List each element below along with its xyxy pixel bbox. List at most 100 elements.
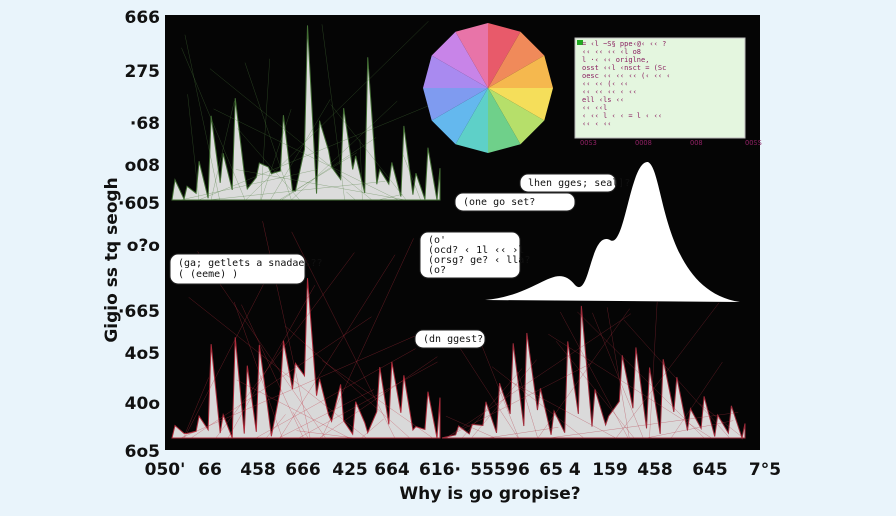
y-label: o08 <box>125 156 160 176</box>
code-line: oesc ‹‹ ‹‹ ‹‹ (‹ ‹‹ ‹ <box>582 72 671 80</box>
code-bubble-line: (o' <box>428 235 446 246</box>
mesh-line <box>445 415 496 439</box>
code-line: ‹‹ ‹‹ (‹ ‹‹ <box>582 80 628 88</box>
mesh-line <box>279 152 357 201</box>
smooth-peak <box>485 161 740 302</box>
mesh-line <box>649 301 658 439</box>
mesh-line <box>445 313 632 439</box>
code-line: ell ‹ls ‹‹ <box>582 96 624 104</box>
x-label: 616· <box>419 460 461 480</box>
code-footer: OOO8 <box>635 139 652 147</box>
mesh-line <box>537 308 630 439</box>
mesh-line <box>646 420 734 439</box>
bubble-sub: ( (eeme) ) <box>178 269 238 280</box>
speech-bubbles: (one go set? lhen gges; seal]? (ga; getlet… <box>169 173 630 349</box>
spike-area <box>171 25 441 201</box>
mesh-line <box>190 316 372 439</box>
mesh-line <box>359 138 363 201</box>
spike-area <box>171 278 441 439</box>
mesh-line <box>233 301 283 439</box>
y-label: ·665 <box>118 302 160 322</box>
code-line: l ·‹ ‹‹ origlne, <box>582 56 649 64</box>
mesh-line <box>241 304 304 439</box>
bubble-text: (ga; getlets a snadaes?? <box>178 258 323 269</box>
wheel-slice <box>455 88 488 153</box>
code-bubble-line: (o? <box>428 265 446 276</box>
mesh-line <box>471 359 537 439</box>
mesh-line <box>460 348 519 439</box>
mesh-line <box>699 403 744 439</box>
mesh-line <box>237 128 300 201</box>
mesh-line <box>606 307 630 439</box>
mesh-line <box>278 389 375 439</box>
bubble-text: lhen gges; seal]? <box>528 178 630 189</box>
code-line: ‹ ‹‹ l ‹ ‹ = l ‹ ‹‹ <box>582 112 662 120</box>
mesh-line <box>346 191 356 201</box>
mesh-line <box>330 104 407 201</box>
mesh-line <box>298 361 438 439</box>
mesh-line <box>227 285 316 439</box>
code-line: ‹‹ ‹‹l <box>582 104 607 112</box>
code-footer: OO8 <box>690 139 703 147</box>
code-line: ‹‹ ‹ ‹‹ <box>582 120 612 128</box>
code-dot <box>577 40 583 45</box>
mesh-line <box>183 377 209 439</box>
wheel-slice <box>455 23 488 88</box>
mesh-line <box>180 169 318 201</box>
mesh-line <box>255 348 416 439</box>
mesh-line <box>321 238 414 439</box>
mesh-line <box>319 356 438 439</box>
speech-bubble <box>519 173 617 193</box>
mesh-line <box>491 366 584 439</box>
mesh-line <box>670 361 723 439</box>
mesh-line <box>560 311 629 439</box>
y-label: 275 <box>125 62 161 82</box>
x-label: 555 <box>470 460 506 480</box>
mesh-line <box>555 341 635 439</box>
mesh-line <box>549 412 739 439</box>
code-bubble <box>419 231 521 279</box>
x-label: 66 <box>198 460 222 480</box>
x-label: 425 <box>332 460 368 480</box>
wheel-slice <box>488 88 545 145</box>
mesh-line <box>181 47 246 201</box>
mesh-line <box>615 302 720 439</box>
code-line: = ‹l ~S§ ppe‹@‹ ‹‹ ? <box>582 40 666 48</box>
wheel-slice <box>488 23 521 88</box>
mesh-line <box>213 108 399 201</box>
mesh-line <box>279 254 396 439</box>
y-label: 6o5 <box>125 442 160 462</box>
mesh-line <box>235 169 406 201</box>
y-label: 40o <box>125 394 160 414</box>
x-label: 458 <box>240 460 276 480</box>
mesh-line <box>260 58 270 201</box>
mesh-line <box>444 363 592 439</box>
y-label: ·68 <box>130 114 160 134</box>
mesh-line <box>361 418 384 439</box>
code-footer: OOS3 <box>580 139 597 147</box>
bubble-text: (dn ggest? <box>423 334 483 345</box>
x-label: 65 4 <box>539 460 581 480</box>
mesh-line <box>481 344 519 439</box>
mesh-line <box>461 368 523 439</box>
code-panel <box>574 37 746 139</box>
x-axis-title: Why is go gropise? <box>399 484 580 504</box>
wheel-slice <box>423 55 488 88</box>
mesh-line <box>210 101 235 201</box>
mesh-line <box>209 68 373 201</box>
mesh-line <box>291 100 398 201</box>
speech-bubble <box>414 329 486 349</box>
mesh-line <box>236 379 350 439</box>
x-label: 96 <box>506 460 530 480</box>
x-label: 645 <box>692 460 728 480</box>
mesh-line <box>487 427 559 439</box>
mesh-line <box>517 371 538 439</box>
x-label: 458 <box>637 460 673 480</box>
wheel-slice <box>431 31 488 88</box>
wheel-slice <box>488 88 553 121</box>
mesh-line <box>402 154 421 201</box>
mesh-line <box>577 311 705 439</box>
code-bubble-line: (orsg? ge? ‹ lla? <box>428 255 530 266</box>
